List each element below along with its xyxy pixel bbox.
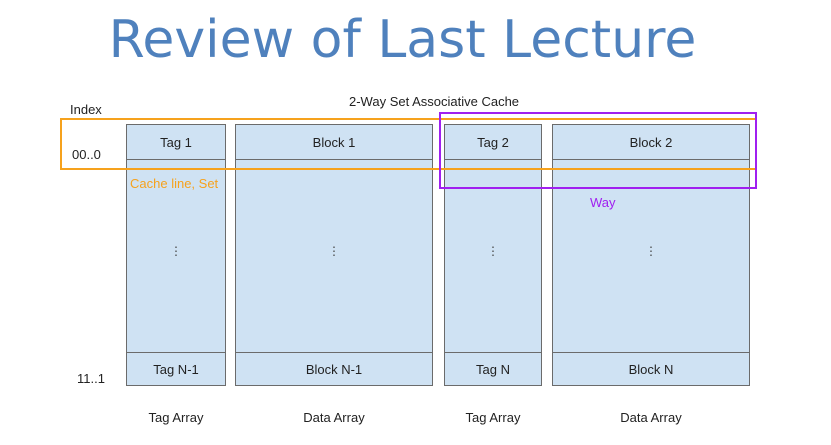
block-n-cell: Block N: [553, 352, 749, 385]
data-array-2-column: Block 2 ⋮ Block N: [552, 124, 750, 386]
tag-1-cell: Tag 1: [127, 125, 225, 160]
tag-n-cell: Tag N: [445, 352, 541, 385]
ellipsis: ⋮: [645, 244, 657, 258]
index-label: Index: [70, 102, 102, 117]
ellipsis: ⋮: [487, 244, 499, 258]
block-1-cell: Block 1: [236, 125, 432, 160]
cache-line-label: Cache line, Set: [130, 176, 219, 191]
way-label: Way: [590, 195, 616, 210]
data-array-1-column: Block 1 ⋮ Block N-1: [235, 124, 433, 386]
footer-tag-array-2: Tag Array: [465, 410, 521, 425]
tag-2-cell: Tag 2: [445, 125, 541, 160]
tag-array-1-column: Tag 1 ⋮ Tag N-1: [126, 124, 226, 386]
diagram-heading: 2-Way Set Associative Cache: [349, 94, 520, 109]
tag-n-1-cell: Tag N-1: [127, 352, 225, 385]
way-highlight: [439, 112, 757, 189]
slide-title: Review of Last Lecture: [108, 10, 697, 70]
row-first-index: 00..0: [72, 147, 101, 162]
footer-data-array-2: Data Array: [620, 410, 682, 425]
tag-array-2-column: Tag 2 ⋮ Tag N: [444, 124, 542, 386]
ellipsis: ⋮: [328, 244, 340, 258]
block-n-1-cell: Block N-1: [236, 352, 432, 385]
footer-data-array-1: Data Array: [303, 410, 365, 425]
block-2-cell: Block 2: [553, 125, 749, 160]
ellipsis: ⋮: [170, 244, 182, 258]
row-last-index: 11..1: [77, 371, 105, 386]
footer-tag-array-1: Tag Array: [148, 410, 204, 425]
